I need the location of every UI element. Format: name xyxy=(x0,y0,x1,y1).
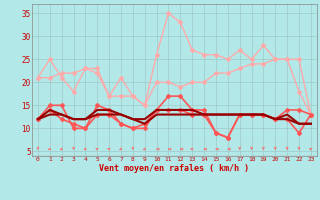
X-axis label: Vent moyen/en rafales ( km/h ): Vent moyen/en rafales ( km/h ) xyxy=(100,164,249,173)
